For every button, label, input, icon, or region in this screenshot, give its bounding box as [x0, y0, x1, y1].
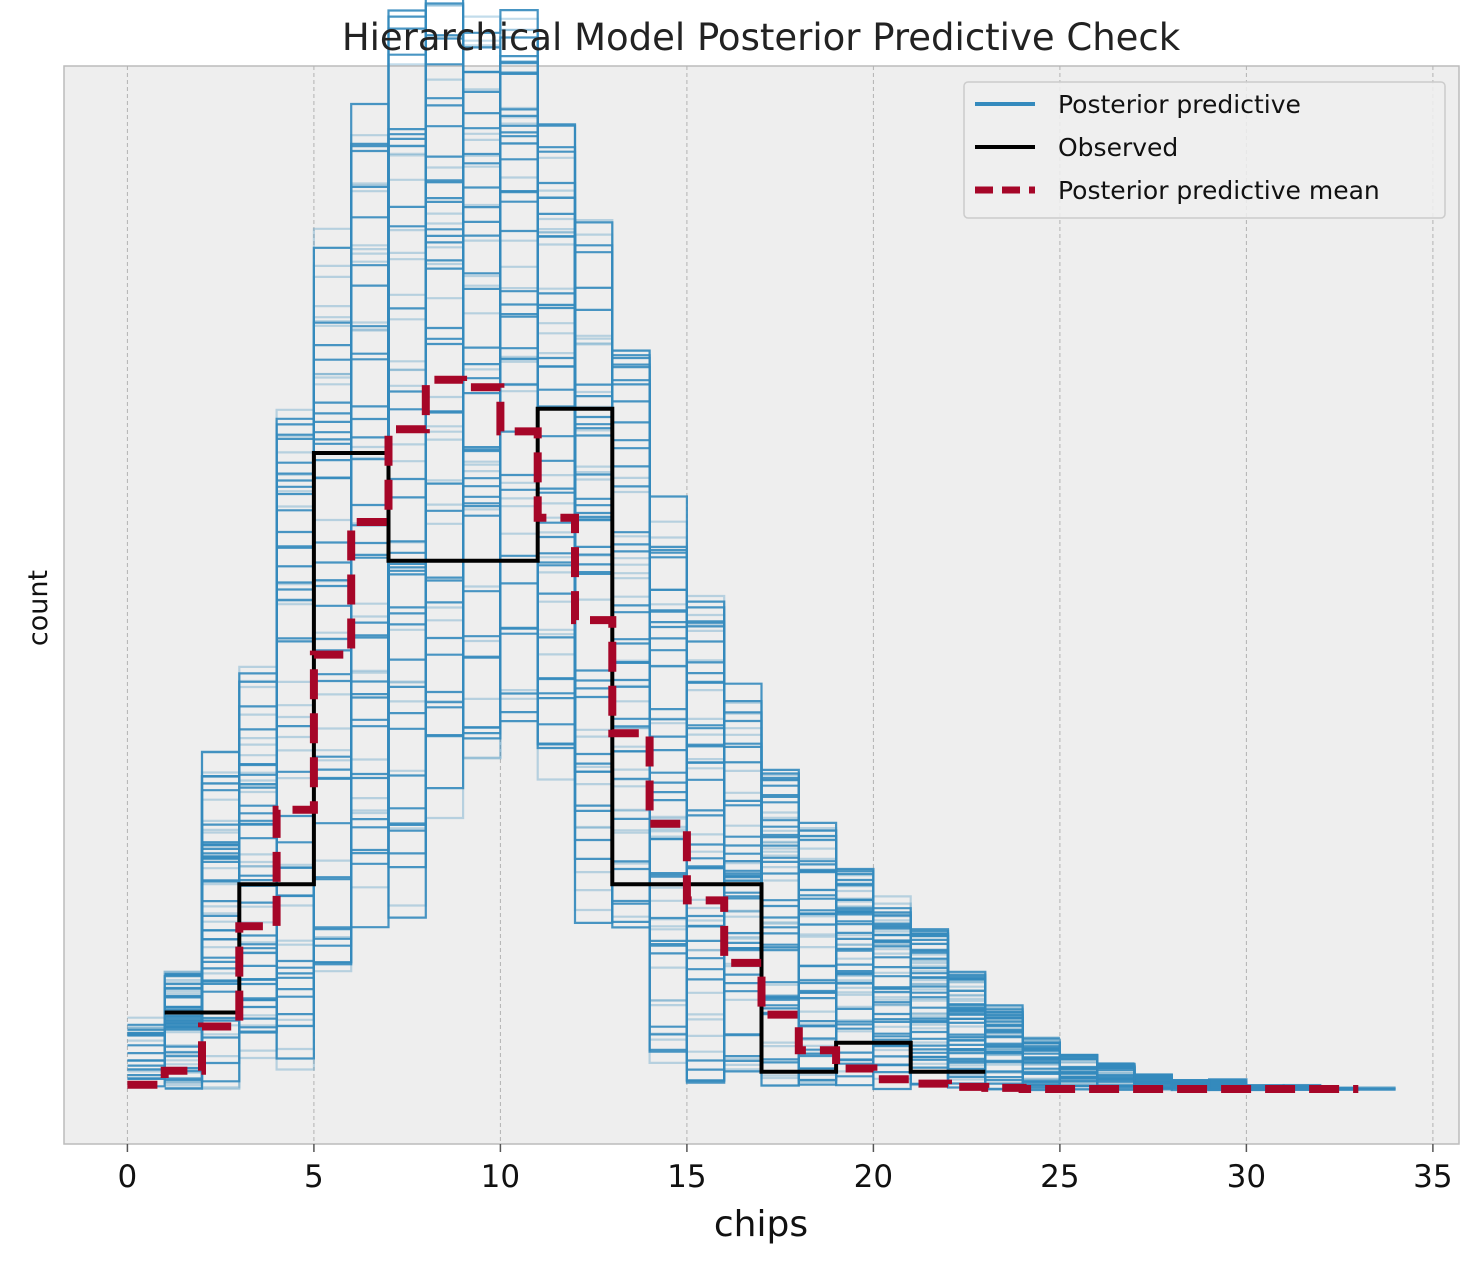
legend-box	[963, 81, 1446, 219]
posterior-predictive-sample-47	[164, 134, 948, 1028]
legend-label-posterior-predictive: Posterior predictive	[1058, 90, 1301, 119]
observed-line	[164, 406, 986, 1074]
chart-title: Hierarchical Model Posterior Predictive …	[342, 16, 1181, 59]
posterior-predictive-sample-60	[164, 131, 1321, 1091]
tick-label-x-15: 15	[667, 1159, 706, 1195]
posterior-predictive-sample-58	[164, 346, 1172, 1083]
posterior-predictive-sample-18	[164, 142, 1098, 1082]
posterior-predictive-sample-40	[164, 34, 948, 1086]
posterior-predictive-mean-line	[127, 375, 1359, 1093]
tick-label-x-25: 25	[1040, 1159, 1079, 1195]
legend-label-posterior-predictive-mean: Posterior predictive mean	[1058, 176, 1380, 205]
tick-label-x-0: 0	[118, 1159, 138, 1195]
tick-label-x-5: 5	[304, 1159, 324, 1195]
tick-label-x-30: 30	[1227, 1159, 1266, 1195]
posterior-predictive-sample-12	[164, 17, 948, 1080]
x-axis-label: chips	[714, 1204, 808, 1245]
y-axis-label: count	[23, 570, 54, 646]
posterior-predictive-sample-56	[164, 3, 1396, 1091]
legend: Posterior predictive Observed Posterior …	[963, 81, 1446, 219]
posterior-predictive-sample-53	[164, 0, 1321, 1091]
tick-label-x-10: 10	[481, 1159, 520, 1195]
x-axis-ticks: 0 5 10 15 20 25 30 35	[118, 1144, 1453, 1195]
series-lines	[127, 375, 1359, 1093]
legend-label-observed: Observed	[1058, 133, 1178, 162]
tick-label-x-35: 35	[1413, 1159, 1452, 1195]
tick-label-x-20: 20	[854, 1159, 893, 1195]
